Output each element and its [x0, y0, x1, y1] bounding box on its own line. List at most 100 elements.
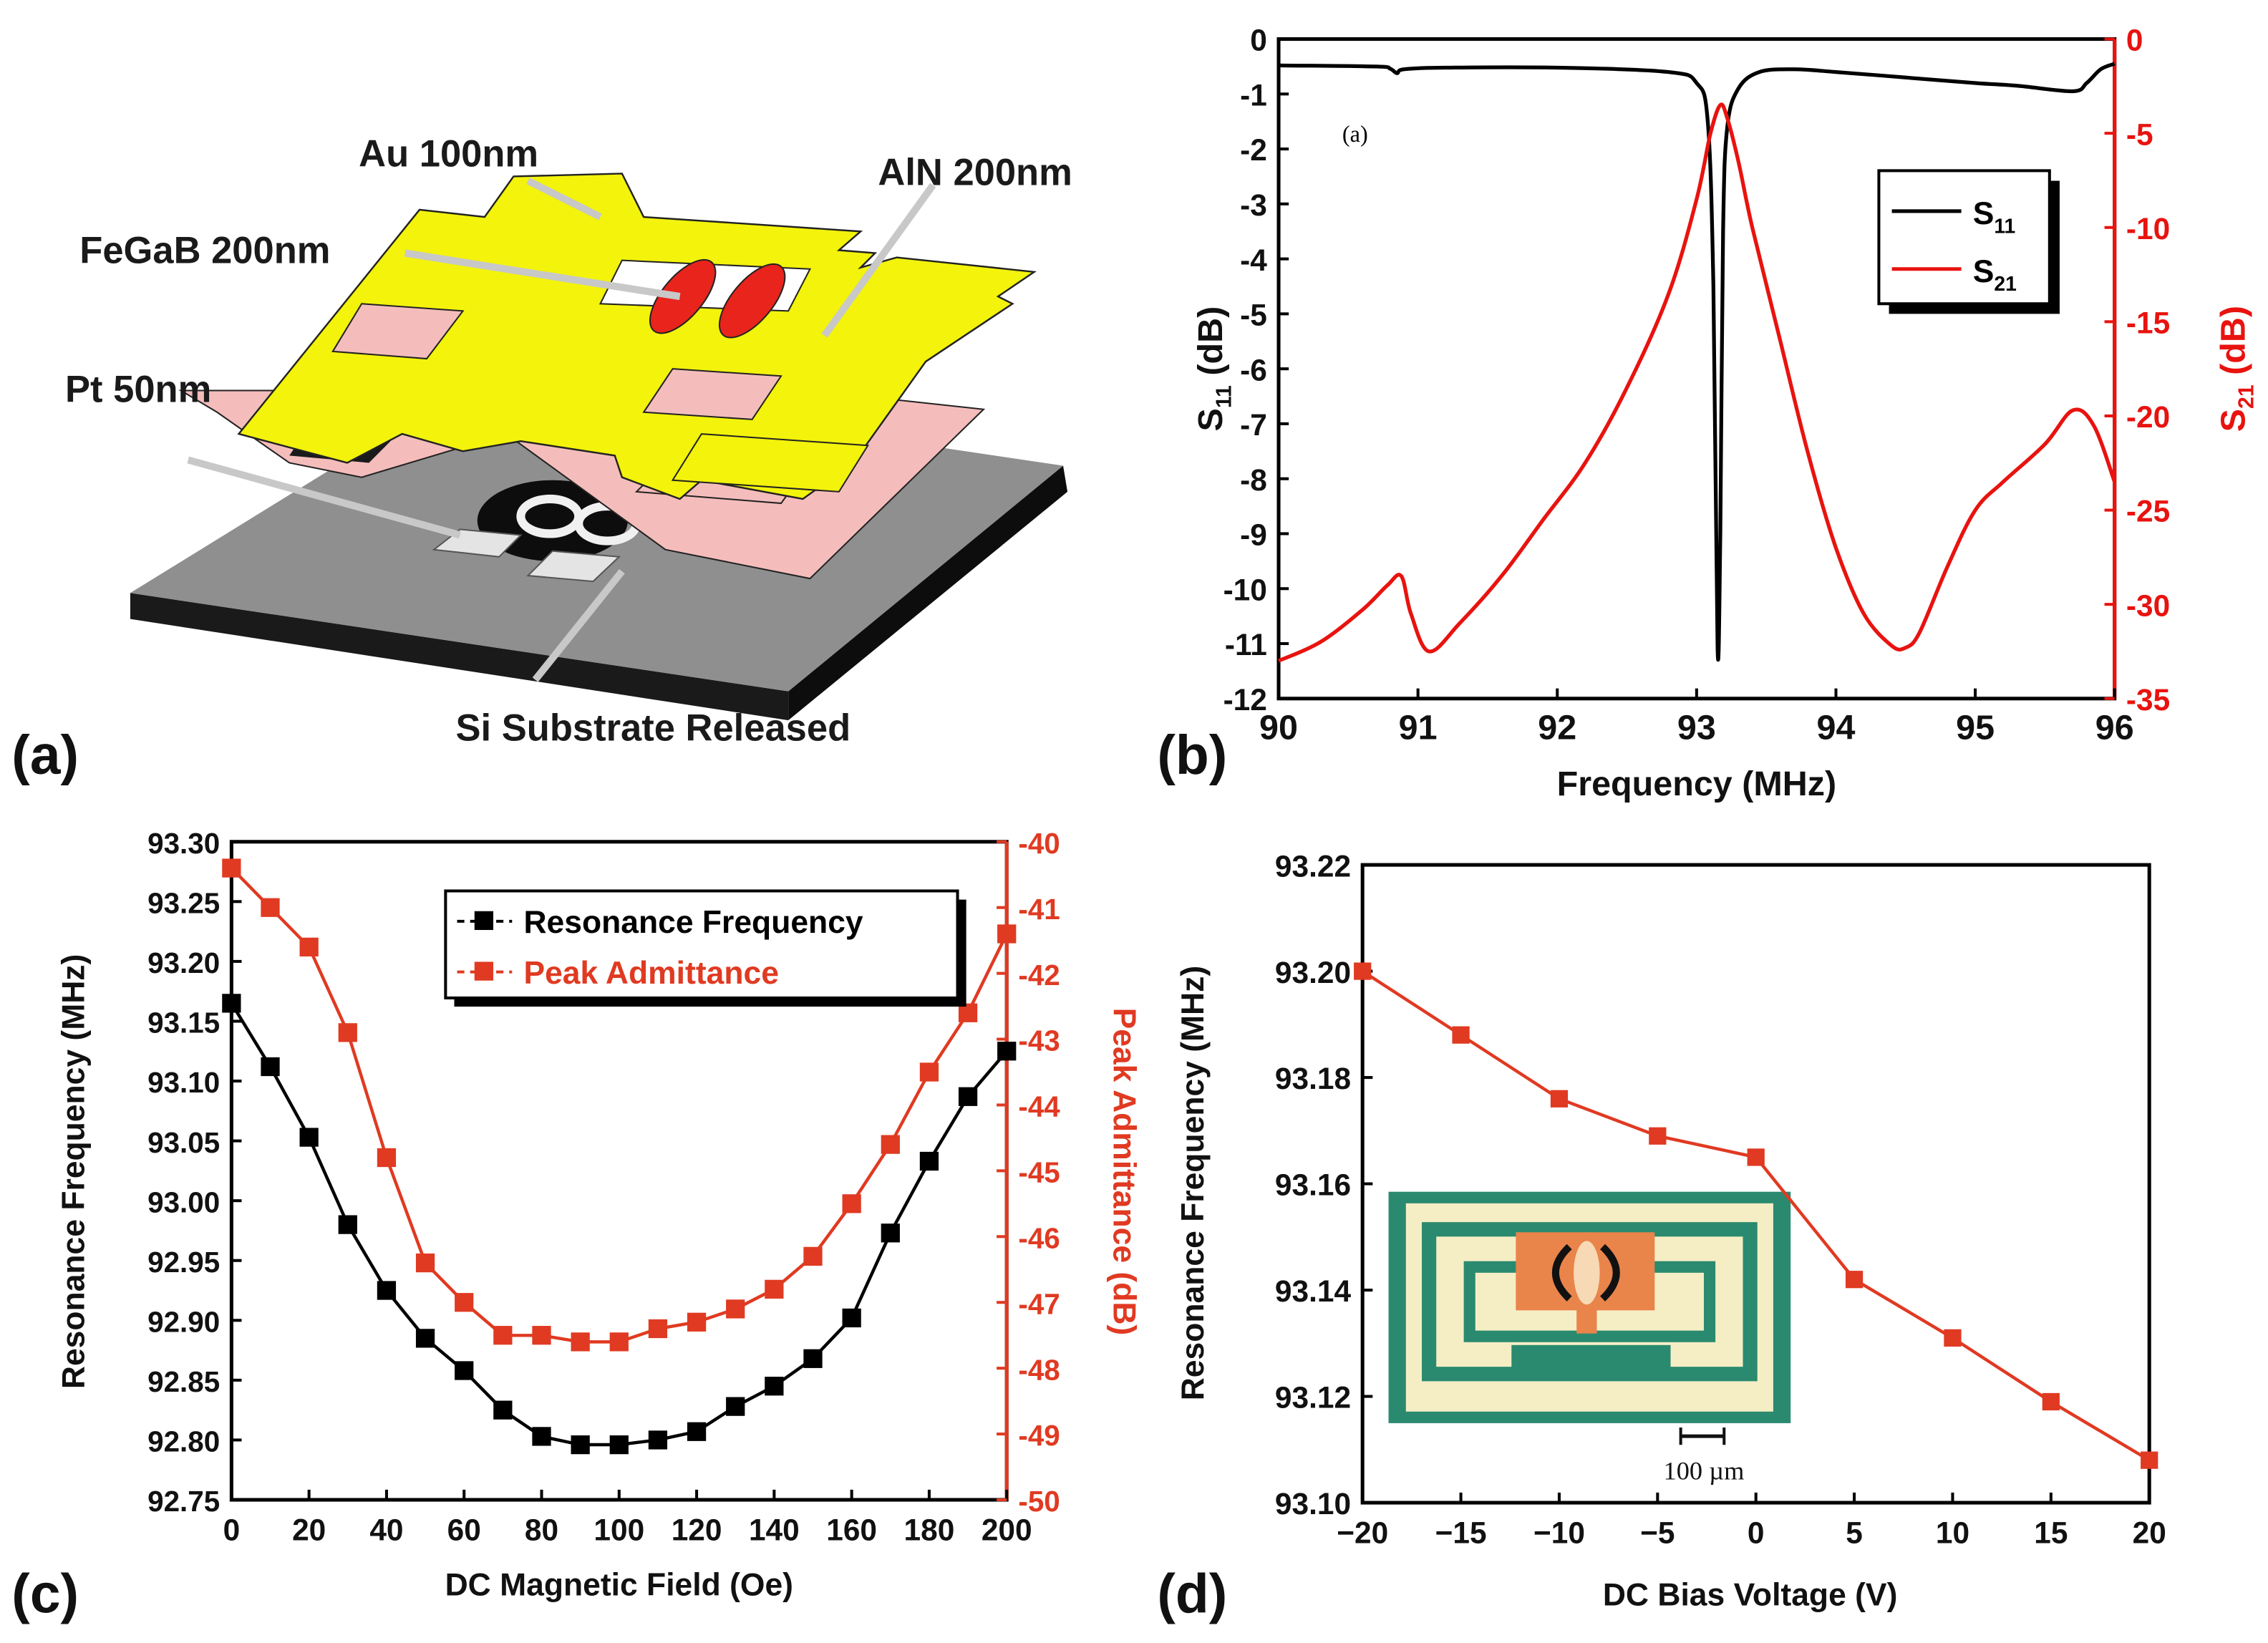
chart-b-left-tick-label: -12 — [1223, 683, 1267, 717]
chart-c-left-tick-label: 93.20 — [147, 946, 220, 979]
chart-c-x-tick-label: 160 — [826, 1513, 877, 1547]
chart-b-legend — [1877, 169, 2051, 306]
chart-b-x-tick-label: 94 — [1817, 708, 1856, 747]
chart-c-marker-resonance-frequency — [338, 1215, 357, 1234]
callout-au — [526, 178, 602, 220]
chart-d-marker — [2042, 1392, 2060, 1411]
chart-b: 90 91 92 93 94 95 96 0 -1 -2 -3 -4 -5 -6 -7 -8 -9 -10 -11… — [1191, 24, 2258, 803]
callout-pt — [187, 456, 461, 539]
chart-b-left-tick-label: -8 — [1240, 463, 1267, 497]
chart-b-left-tick-label: -9 — [1240, 518, 1267, 552]
chart-c-marker-resonance-frequency — [842, 1308, 861, 1328]
chart-d-y-tick-label: 93.10 — [1275, 1487, 1351, 1521]
chart-c-marker-peak-admittance — [997, 924, 1017, 944]
label-pt: Pt 50nm — [65, 369, 211, 411]
chart-b-right-tick-label: -15 — [2126, 306, 2170, 340]
chart-b-right-tick-label: -5 — [2126, 117, 2153, 151]
chart-d-marker — [1944, 1329, 1962, 1347]
chart-d-x-tick-label: −5 — [1640, 1516, 1675, 1550]
chart-d-marker — [1452, 1026, 1470, 1044]
chart-c-legend-marker-rf — [474, 911, 494, 931]
chart-c-marker-peak-admittance — [338, 1023, 357, 1042]
chart-c-marker-resonance-frequency — [919, 1151, 939, 1171]
chart-c-marker-resonance-frequency — [765, 1377, 784, 1396]
fegab-ellipse-left — [649, 258, 717, 334]
chart-c-left-tick-label: 93.25 — [147, 887, 220, 920]
chart-c-left-tick-label: 93.30 — [147, 827, 220, 860]
chart-c-xlabel: DC Magnetic Field (Oe) — [445, 1567, 793, 1602]
chart-d-ylabel: Resonance Frequency (MHz) — [1176, 966, 1211, 1400]
chart-d: −20 −15 −10 −5 0 5 10 15 20 93.22 93.20 93.18 93.16… — [1176, 849, 2166, 1612]
chart-c-marker-resonance-frequency — [997, 1042, 1017, 1061]
chart-c-right-ticks: -40 -41 -42 -43 -44 -45 -46 -47 -48 -49 -50 — [997, 827, 1060, 1518]
chart-b-left-tick-label: -10 — [1223, 573, 1267, 606]
chart-c-marker-resonance-frequency — [687, 1422, 707, 1441]
chart-b-x-tick-label: 93 — [1677, 708, 1716, 747]
chart-c-marker-peak-admittance — [842, 1194, 861, 1213]
chart-c-marker-resonance-frequency — [726, 1397, 745, 1416]
chart-d-series — [1354, 962, 2158, 1469]
device-diagram: Au 100nm AlN 200nm FeGaB 200nm Pt 50nm S… — [65, 132, 1072, 749]
chart-b-line-s21 — [1277, 102, 2117, 663]
chart-c-left-tick-label: 92.80 — [147, 1425, 220, 1458]
chart-c-marker-peak-admittance — [803, 1246, 823, 1266]
au-pad-right — [671, 433, 870, 493]
chart-c-x-tick-label: 60 — [447, 1513, 481, 1547]
au-window-right — [642, 368, 782, 420]
chart-d-marker — [1747, 1148, 1765, 1166]
chart-c-x-tick-label: 40 — [369, 1513, 403, 1547]
chart-c-marker-resonance-frequency — [648, 1430, 668, 1450]
callout-aln — [821, 183, 936, 338]
chart-d-inset: 100 µm — [1388, 1191, 1791, 1486]
chart-c-marker-resonance-frequency — [493, 1400, 513, 1420]
chart-d-x-tick-label: 10 — [1936, 1516, 1969, 1550]
chart-b-inner-label: (a) — [1342, 121, 1368, 147]
chart-c-marker-peak-admittance — [726, 1299, 745, 1319]
chart-d-y-tick-label: 93.16 — [1275, 1168, 1351, 1202]
chart-b-x-ticks: 90 91 92 93 94 95 96 — [1259, 688, 2134, 747]
chart-c-right-tick-label: -48 — [1018, 1353, 1060, 1386]
chart-d-y-tick-label: 93.12 — [1275, 1381, 1351, 1415]
chart-c-legend-rf: Resonance Frequency — [523, 905, 863, 940]
chart-c-marker-peak-admittance — [687, 1312, 707, 1332]
chart-c-ylabel-right: Peak Admittance (dB) — [1107, 1008, 1142, 1336]
chart-c-marker-peak-admittance — [377, 1148, 397, 1168]
chart-c-right-tick-label: -50 — [1018, 1485, 1060, 1518]
chart-d-xlabel: DC Bias Voltage (V) — [1603, 1577, 1898, 1612]
chart-b-right-tick-label: 0 — [2126, 24, 2143, 57]
chart-b-left-tick-label: -1 — [1240, 78, 1267, 112]
chart-c-x-tick-label: 200 — [982, 1513, 1032, 1547]
chart-c-legend — [444, 889, 959, 999]
callout-si — [532, 568, 625, 682]
chart-c-left-tick-label: 92.75 — [147, 1485, 220, 1518]
chart-c-marker-resonance-frequency — [415, 1329, 435, 1348]
label-aln: AlN 200nm — [878, 152, 1072, 194]
chart-c-left-tick-label: 92.90 — [147, 1305, 220, 1338]
chart-c-marker-peak-admittance — [532, 1326, 551, 1345]
chart-c-x-tick-label: 140 — [749, 1513, 800, 1547]
inset-bottom-bar — [1511, 1344, 1671, 1377]
chart-b-left-tick-label: -6 — [1240, 353, 1267, 387]
chart-c-x-ticks: 0 20 40 60 80 100 120 140 160 180 200 — [223, 1489, 1032, 1547]
chart-b-left-tick-label: -11 — [1225, 628, 1267, 661]
chart-d-marker — [1649, 1127, 1667, 1145]
chart-b-left-tick-label: -5 — [1240, 299, 1267, 332]
chart-c-marker-peak-admittance — [222, 858, 241, 878]
chart-c-marker-peak-admittance — [493, 1326, 513, 1345]
chart-b-left-tick-label: -2 — [1240, 133, 1267, 167]
chart-c-left-tick-label: 92.95 — [147, 1246, 220, 1279]
chart-c-x-tick-label: 100 — [593, 1513, 644, 1547]
chart-c-marker-peak-admittance — [571, 1332, 590, 1352]
chart-c-legend-marker-pa — [474, 961, 494, 981]
chart-c-legend-pa: Peak Admittance — [523, 956, 778, 991]
chart-b-ylabel-left: S11 (dB) — [1191, 306, 1236, 432]
chart-c-right-tick-label: -47 — [1018, 1287, 1060, 1320]
chart-d-x-ticks: −20 −15 −10 −5 0 5 10 15 20 — [1337, 1492, 2166, 1550]
chart-d-x-tick-label: −10 — [1533, 1516, 1585, 1550]
chart-b-right-tick-label: -25 — [2126, 495, 2170, 528]
chart-c-left-tick-label: 93.00 — [147, 1186, 220, 1218]
panel-label-d: (d) — [1157, 1564, 1227, 1625]
chart-b-xlabel: Frequency (MHz) — [1557, 765, 1836, 803]
chart-c-right-tick-label: -42 — [1018, 959, 1060, 992]
